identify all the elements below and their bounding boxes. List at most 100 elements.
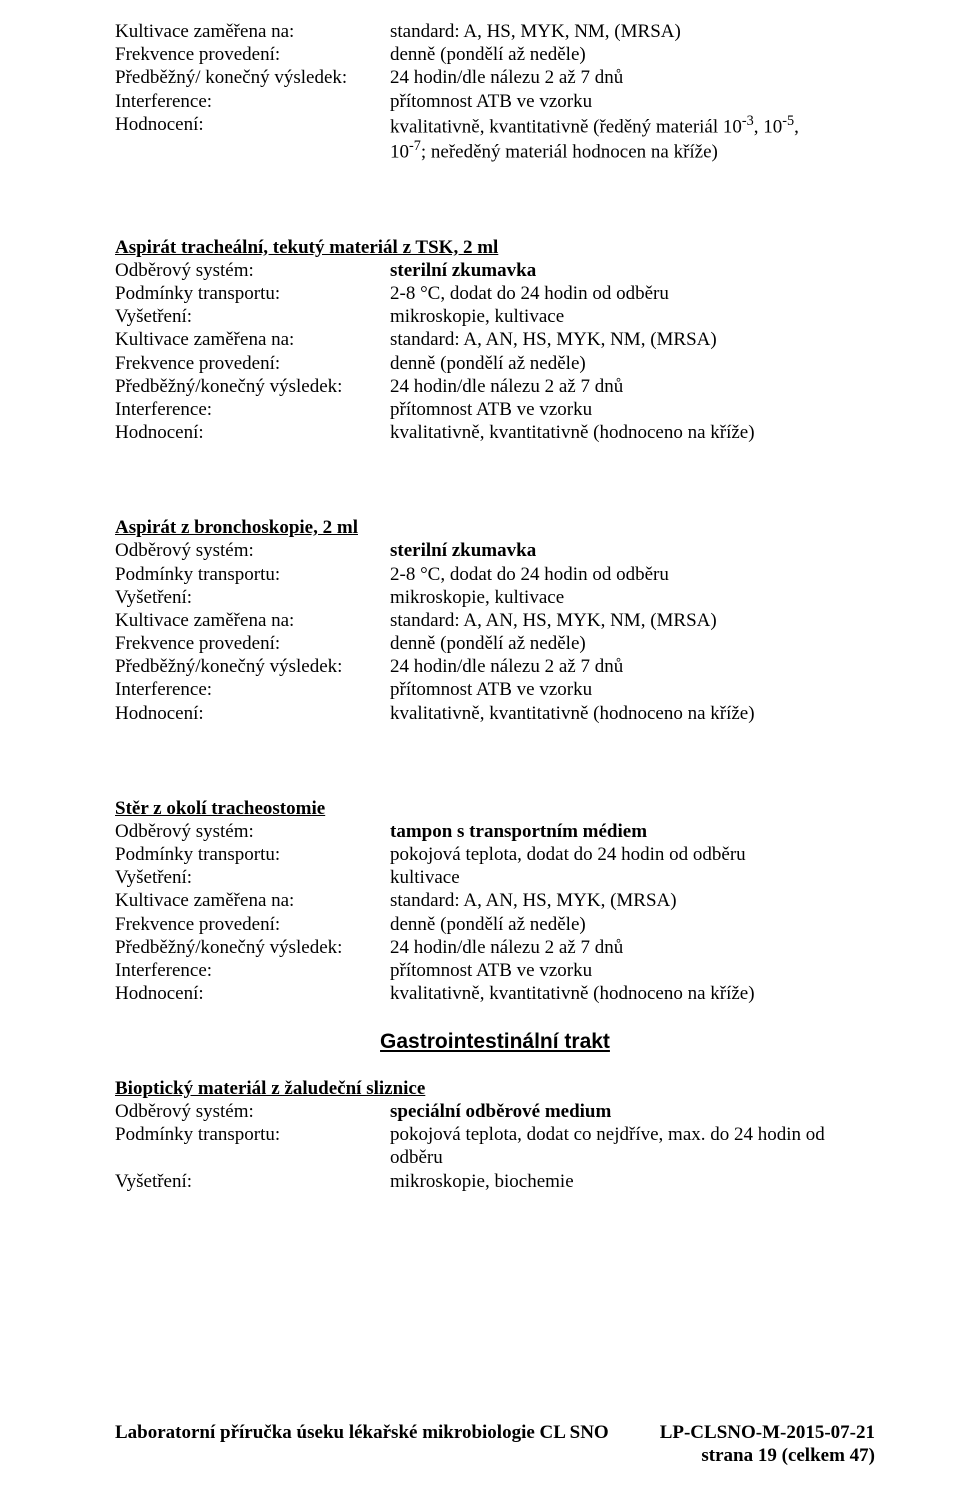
field-value: standard: A, AN, HS, MYK, (MRSA) (390, 889, 875, 912)
value-part: , 10 (754, 116, 783, 137)
row: Odběrový systém: sterilní zkumavka (115, 259, 875, 282)
superscript: -3 (742, 113, 754, 129)
field-value: sterilní zkumavka (390, 259, 875, 282)
section-title: Aspirát z bronchoskopie, 2 ml (115, 516, 875, 539)
field-value: kvalitativně, kvantitativně (hodnoceno n… (390, 702, 875, 725)
field-value: kvalitativně, kvantitativně (hodnoceno n… (390, 421, 875, 444)
field-value: přítomnost ATB ve vzorku (390, 678, 875, 701)
field-value: mikroskopie, kultivace (390, 586, 875, 609)
value-part: ; neředěný materiál hodnocen na kříže) (421, 142, 718, 163)
field-label: Vyšetření: (115, 866, 390, 889)
field-value: přítomnost ATB ve vzorku (390, 90, 875, 113)
row: Vyšetření: kultivace (115, 866, 875, 889)
section-3: Aspirát z bronchoskopie, 2 ml Odběrový s… (115, 516, 875, 725)
field-value: kvalitativně, kvantitativně (ředěný mate… (390, 113, 875, 164)
row: Frekvence provedení: denně (pondělí až n… (115, 913, 875, 936)
field-label: Kultivace zaměřena na: (115, 20, 390, 43)
field-label: Kultivace zaměřena na: (115, 609, 390, 632)
field-label: Interference: (115, 90, 390, 113)
field-value: 24 hodin/dle nálezu 2 až 7 dnů (390, 66, 875, 89)
row: Předběžný/konečný výsledek: 24 hodin/dle… (115, 655, 875, 678)
field-label: Předběžný/ konečný výsledek: (115, 66, 390, 89)
footer-line-1: Laboratorní příručka úseku lékařské mikr… (115, 1421, 875, 1444)
field-label: Vyšetření: (115, 586, 390, 609)
field-label: Odběrový systém: (115, 539, 390, 562)
footer-left: Laboratorní příručka úseku lékařské mikr… (115, 1421, 609, 1444)
row: Hodnocení: kvalitativně, kvantitativně (… (115, 702, 875, 725)
field-label: Předběžný/konečný výsledek: (115, 936, 390, 959)
value-part: 10 (390, 142, 409, 163)
field-label: Hodnocení: (115, 421, 390, 444)
row: Podmínky transportu: pokojová teplota, d… (115, 843, 875, 866)
footer-right: LP-CLSNO-M-2015-07-21 (660, 1421, 875, 1444)
field-label: Hodnocení: (115, 113, 390, 164)
row: Odběrový systém: sterilní zkumavka (115, 539, 875, 562)
value-part: kvalitativně, kvantitativně (ředěný mate… (390, 116, 742, 137)
field-label: Kultivace zaměřena na: (115, 889, 390, 912)
field-value: denně (pondělí až neděle) (390, 352, 875, 375)
field-value: denně (pondělí až neděle) (390, 913, 875, 936)
row: Frekvence provedení: denně (pondělí až n… (115, 352, 875, 375)
section-4: Stěr z okolí tracheostomie Odběrový syst… (115, 797, 875, 1006)
field-label: Frekvence provedení: (115, 632, 390, 655)
value-part: , (794, 116, 799, 137)
section-title: Aspirát tracheální, tekutý materiál z TS… (115, 236, 875, 259)
field-label: Podmínky transportu: (115, 563, 390, 586)
row: Interference: přítomnost ATB ve vzorku (115, 398, 875, 421)
row: Předběžný/konečný výsledek: 24 hodin/dle… (115, 375, 875, 398)
field-value: 24 hodin/dle nálezu 2 až 7 dnů (390, 936, 875, 959)
category-heading: Gastrointestinální trakt (115, 1029, 875, 1055)
row: Vyšetření: mikroskopie, kultivace (115, 305, 875, 328)
row: Podmínky transportu: pokojová teplota, d… (115, 1123, 875, 1169)
field-value: pokojová teplota, dodat do 24 hodin od o… (390, 843, 875, 866)
field-value: speciální odběrové medium (390, 1100, 875, 1123)
row: Hodnocení: kvalitativně, kvantitativně (… (115, 982, 875, 1005)
field-label: Odběrový systém: (115, 820, 390, 843)
field-value: pokojová teplota, dodat co nejdříve, max… (390, 1123, 875, 1169)
row: Kultivace zaměřena na: standard: A, AN, … (115, 889, 875, 912)
footer-line-2: strana 19 (celkem 47) (115, 1444, 875, 1467)
field-value: 24 hodin/dle nálezu 2 až 7 dnů (390, 655, 875, 678)
field-value: sterilní zkumavka (390, 539, 875, 562)
field-label: Frekvence provedení: (115, 913, 390, 936)
field-value: standard: A, AN, HS, MYK, NM, (MRSA) (390, 609, 875, 632)
field-value: standard: A, AN, HS, MYK, NM, (MRSA) (390, 328, 875, 351)
field-label: Interference: (115, 678, 390, 701)
row: Předběžný/ konečný výsledek: 24 hodin/dl… (115, 66, 875, 89)
row: Podmínky transportu: 2-8 °C, dodat do 24… (115, 282, 875, 305)
row: Frekvence provedení: denně (pondělí až n… (115, 632, 875, 655)
superscript: -5 (782, 113, 794, 129)
field-value: přítomnost ATB ve vzorku (390, 398, 875, 421)
field-label: Odběrový systém: (115, 259, 390, 282)
row: Interference: přítomnost ATB ve vzorku (115, 678, 875, 701)
row: Interference: přítomnost ATB ve vzorku (115, 90, 875, 113)
superscript: -7 (409, 138, 421, 154)
document-page: Kultivace zaměřena na: standard: A, HS, … (0, 0, 960, 1505)
field-value: 2-8 °C, dodat do 24 hodin od odběru (390, 563, 875, 586)
field-value: kvalitativně, kvantitativně (hodnoceno n… (390, 982, 875, 1005)
field-value: mikroskopie, kultivace (390, 305, 875, 328)
row: Předběžný/konečný výsledek: 24 hodin/dle… (115, 936, 875, 959)
section-1: Kultivace zaměřena na: standard: A, HS, … (115, 20, 875, 164)
row: Odběrový systém: tampon s transportním m… (115, 820, 875, 843)
row: Odběrový systém: speciální odběrové medi… (115, 1100, 875, 1123)
field-label: Podmínky transportu: (115, 843, 390, 866)
field-label: Frekvence provedení: (115, 43, 390, 66)
field-label: Interference: (115, 398, 390, 421)
field-label: Předběžný/konečný výsledek: (115, 375, 390, 398)
page-footer: Laboratorní příručka úseku lékařské mikr… (115, 1421, 875, 1467)
row: Interference: přítomnost ATB ve vzorku (115, 959, 875, 982)
row: Podmínky transportu: 2-8 °C, dodat do 24… (115, 563, 875, 586)
row: Kultivace zaměřena na: standard: A, HS, … (115, 20, 875, 43)
field-value: standard: A, HS, MYK, NM, (MRSA) (390, 20, 875, 43)
field-value: tampon s transportním médiem (390, 820, 875, 843)
field-value: 2-8 °C, dodat do 24 hodin od odběru (390, 282, 875, 305)
field-label: Frekvence provedení: (115, 352, 390, 375)
section-title: Bioptický materiál z žaludeční sliznice (115, 1077, 875, 1100)
field-label: Vyšetření: (115, 305, 390, 328)
field-label: Hodnocení: (115, 982, 390, 1005)
field-value: denně (pondělí až neděle) (390, 43, 875, 66)
field-value: 24 hodin/dle nálezu 2 až 7 dnů (390, 375, 875, 398)
field-label: Kultivace zaměřena na: (115, 328, 390, 351)
field-value: kultivace (390, 866, 875, 889)
